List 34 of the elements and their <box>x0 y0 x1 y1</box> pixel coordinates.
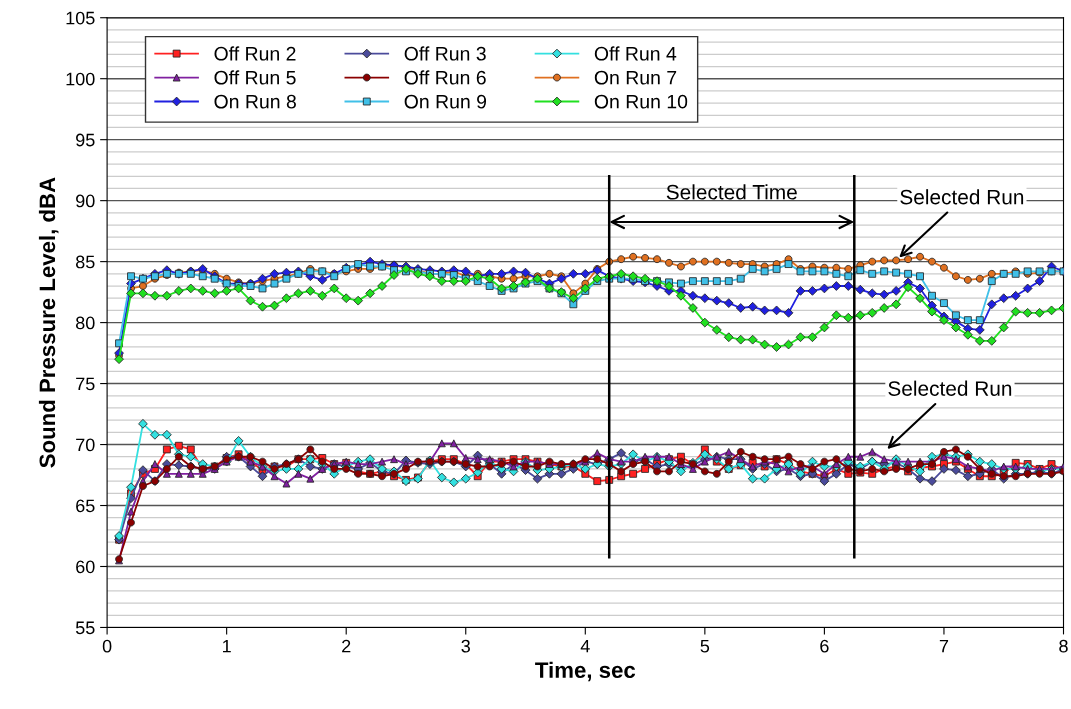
y-tick-label: 80 <box>76 316 95 330</box>
y-tick-label: 60 <box>76 560 95 574</box>
legend-label: On Run 10 <box>594 94 688 109</box>
x-tick-label: 0 <box>102 639 112 653</box>
y-tick-label: 95 <box>76 133 95 147</box>
legend-label: Off Run 4 <box>594 46 677 61</box>
legend-label: Off Run 5 <box>214 70 296 85</box>
x-axis-title: Time, sec <box>535 661 636 682</box>
annotation: Selected Time <box>666 184 797 200</box>
y-tick-label: 70 <box>76 438 95 452</box>
x-tick-label: 8 <box>1059 639 1068 653</box>
y-tick-label: 105 <box>66 11 95 25</box>
x-tick-label: 2 <box>342 639 351 653</box>
x-tick-label: 5 <box>700 639 710 653</box>
annotation: Selected Run <box>900 189 1024 205</box>
y-tick-label: 55 <box>75 621 95 635</box>
y-tick-label: 75 <box>76 377 95 391</box>
x-tick-label: 7 <box>939 639 949 653</box>
legend-label: Off Run 2 <box>214 46 296 61</box>
x-tick-label: 4 <box>580 639 590 653</box>
legend-label: On Run 9 <box>404 94 487 109</box>
annotation: Selected Run <box>888 380 1012 396</box>
x-tick-label: 6 <box>820 639 829 653</box>
y-tick-label: 65 <box>76 499 95 513</box>
x-tick-label: 1 <box>223 639 231 653</box>
legend-label: On Run 7 <box>594 70 677 85</box>
y-axis-title: Sound Pressure Level, dBA <box>38 177 59 468</box>
legend-label: On Run 8 <box>214 94 296 109</box>
y-tick-label: 85 <box>76 255 95 269</box>
y-tick-label: 90 <box>76 194 95 208</box>
y-tick-label: 100 <box>66 72 95 86</box>
legend-label: Off Run 6 <box>404 70 486 85</box>
x-tick-label: 3 <box>461 639 470 653</box>
legend-label: Off Run 3 <box>404 46 486 61</box>
